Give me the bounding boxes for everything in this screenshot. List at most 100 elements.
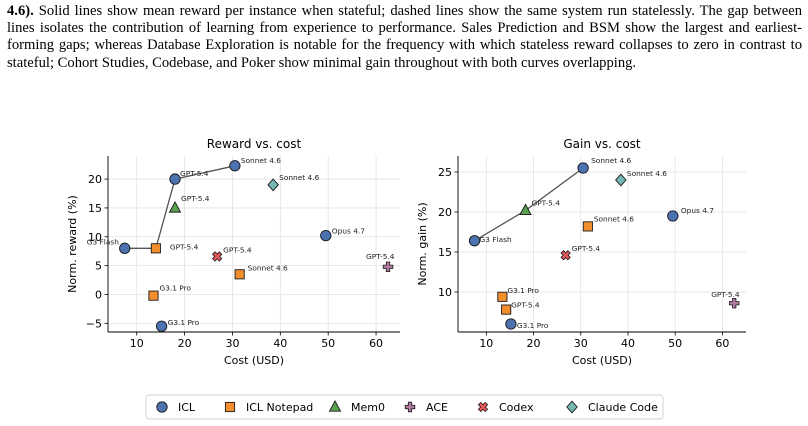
legend-label: Codex [499,401,534,414]
x-tick-label: 20 [527,337,541,350]
data-point [211,251,223,262]
data-point [155,320,168,332]
x-tick-label: 10 [479,337,493,350]
data-point [577,162,589,174]
x-tick-label: 60 [715,337,729,350]
pareto-frontier-line [474,167,584,242]
x-tick-label: 40 [621,337,635,350]
point-label: GPT-5.4 [532,198,561,207]
point-label: Opus 4.7 [332,227,365,236]
data-point [169,173,181,185]
point-label: Sonnet 4.6 [241,156,281,165]
legend-label: ICL [178,401,196,414]
data-point [382,261,394,272]
x-tick-label: 30 [574,337,588,350]
legend-label: Claude Code [588,401,658,414]
legend-box [145,394,664,420]
caption-line: Sales Prediction and BSM show the larges… [7,20,802,54]
data-point [320,229,332,242]
data-point [519,203,532,216]
legend-marker [477,401,489,413]
point-label: GPT-5.4 [366,252,395,261]
y-tick-label: 25 [438,166,452,179]
point-label: G3.1 Pro [517,321,549,330]
caption-line: is notable for the frequency with which … [7,37,802,71]
x-axis-label: Cost (USD) [224,354,284,367]
point-label: G3 Flash [87,237,119,246]
y-tick-label: 5 [95,260,102,273]
data-point [229,160,241,172]
legend-label: Mem0 [351,401,385,414]
data-point [267,178,279,192]
caption-lead: 4.6). [7,3,34,19]
y-axis-label: Norm. reward (%) [66,195,79,293]
x-tick-label: 10 [130,337,144,350]
y-tick-label: 20 [88,173,102,186]
data-point [119,242,131,254]
point-label: G3.1 Pro [168,318,200,327]
point-label: Sonnet 4.6 [627,169,667,178]
point-label: Opus 4.7 [681,206,714,215]
chart-title: Reward vs. cost [207,137,302,151]
legend-marker [566,400,578,414]
point-label: GPT-5.4 [170,242,199,251]
point-label: GPT-5.4 [223,245,252,254]
y-tick-label: 10 [438,286,452,299]
point-label: Sonnet 4.6 [248,263,288,272]
data-point [168,200,182,213]
data-point [148,290,159,301]
data-point [150,243,161,254]
point-label: GPT-5.4 [180,169,209,178]
data-point [582,221,593,232]
legend-marker [224,401,236,413]
data-point [234,269,245,280]
point-label: G3 Flash [480,235,512,244]
y-tick-label: 15 [88,202,102,215]
legend-marker [404,401,416,413]
x-tick-label: 20 [178,337,192,350]
caption-line: Solid lines show mean reward per instanc… [38,3,628,19]
y-tick-label: 15 [438,246,452,259]
reward-vs-cost-panel: 10 20 30 40 50 60 −5 0 5 10 15 20 Reward vs. cost Cos… [66,137,400,367]
legend-label: ACE [426,401,448,414]
legend-marker [328,400,342,412]
point-label: Sonnet 4.6 [594,214,634,223]
data-point [615,173,627,187]
point-label: G3.1 Pro [159,284,191,293]
data-point [560,250,571,261]
x-tick-label: 50 [321,337,335,350]
gain-vs-cost-panel: 10 20 30 40 50 60 10 15 20 25 Gain vs. cost Cost (U… [416,137,746,367]
point-label: GPT-5.4 [711,290,740,299]
legend-label: ICL Notepad [246,401,313,414]
data-point [497,291,508,302]
point-label: GPT-5.4 [572,244,601,253]
x-tick-label: 50 [668,337,682,350]
legend-marker [156,401,168,413]
x-tick-label: 60 [369,337,383,350]
point-label: GPT-5.4 [181,194,210,203]
y-tick-label: −5 [86,317,102,330]
data-point [468,235,481,247]
x-tick-label: 30 [225,337,239,350]
data-point [505,318,517,330]
pareto-frontier-line [124,165,235,249]
y-tick-label: 0 [95,288,102,301]
data-point [501,304,512,315]
figure-reward-gain-vs-cost: 10 20 30 40 50 60 −5 0 5 10 15 20 Reward vs. cost Cos… [66,137,746,420]
caption-line: statelessly. The gap between lines isola… [7,3,803,37]
data-point [667,210,679,222]
x-tick-label: 40 [273,337,287,350]
y-axis-label: Norm. gain (%) [416,202,429,285]
caption-line: Cohort Studies, Codebase, and Poker show… [57,54,637,71]
point-label: Sonnet 4.6 [279,173,319,182]
y-tick-label: 10 [88,231,102,244]
legend: ICL ICL Notepad Mem0 ACE Codex Claude Code [145,394,664,420]
y-tick-label: 20 [438,206,452,219]
point-label: G3.1 Pro [507,286,539,295]
figure-caption: 4.6). Solid lines show mean reward per i… [7,3,802,72]
point-label: GPT-5.4 [511,301,540,310]
point-label: Sonnet 4.6 [591,156,631,165]
x-axis-label: Cost (USD) [572,354,632,367]
chart-title: Gain vs. cost [563,137,641,151]
data-point [728,297,740,309]
